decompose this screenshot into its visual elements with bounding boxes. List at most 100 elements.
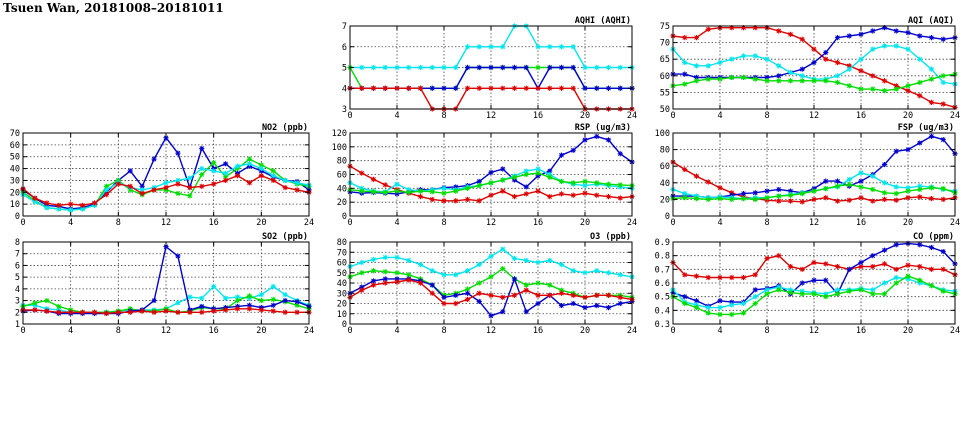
data-point-red	[44, 308, 50, 314]
data-point-green	[476, 182, 482, 189]
data-point-blue	[858, 259, 864, 266]
tick-label-y: 10	[337, 310, 347, 320]
data-point-red	[441, 198, 447, 204]
data-point-blue	[917, 33, 923, 39]
data-point-cyan	[68, 207, 74, 213]
data-point-green	[394, 270, 400, 276]
data-point-blue	[605, 305, 612, 311]
data-point-green	[523, 282, 529, 288]
data-point-cyan	[870, 46, 876, 52]
data-point-green	[940, 73, 946, 79]
data-point-cyan	[740, 300, 747, 307]
data-point-red	[294, 187, 300, 193]
data-point-red	[740, 274, 747, 281]
data-point-cyan	[764, 287, 770, 293]
data-point-cyan	[488, 44, 494, 50]
chart-title: SO2 (ppb)	[262, 232, 308, 242]
data-point-green	[417, 188, 424, 194]
data-point-cyan	[893, 184, 899, 190]
data-point-cyan	[582, 270, 588, 276]
data-point-green	[752, 300, 758, 307]
tick-label-y: 40	[337, 184, 347, 194]
data-point-cyan	[382, 64, 388, 71]
tick-label-x: 16	[533, 218, 543, 228]
series-line-green	[349, 66, 632, 90]
data-point-green	[406, 272, 412, 278]
data-point-red	[270, 308, 276, 314]
tick-label-y: 60	[10, 141, 20, 151]
data-point-red	[511, 194, 518, 200]
data-point-green	[500, 177, 506, 183]
data-point-red	[464, 296, 471, 302]
data-point-blue	[917, 242, 923, 248]
data-point-blue	[928, 244, 935, 251]
data-point-blue	[693, 74, 700, 81]
data-point-blue	[905, 147, 911, 153]
data-point-blue	[693, 298, 700, 304]
data-point-cyan	[776, 284, 782, 290]
data-point-blue	[511, 177, 518, 183]
data-point-cyan	[175, 300, 181, 306]
data-point-cyan	[893, 274, 899, 281]
tick-label-y: 20	[10, 188, 20, 198]
data-point-blue	[823, 277, 829, 283]
tick-label-x: 24	[627, 326, 637, 336]
data-point-green	[682, 195, 688, 201]
data-point-green	[834, 183, 841, 189]
data-point-blue	[476, 64, 482, 71]
tick-label-y: 5	[342, 64, 347, 74]
data-point-cyan	[246, 161, 253, 167]
data-point-blue	[858, 178, 864, 184]
data-point-red	[928, 195, 935, 202]
data-point-blue	[570, 147, 576, 153]
data-point-green	[464, 286, 471, 292]
data-point-red	[523, 287, 529, 293]
data-point-red	[359, 170, 365, 176]
data-point-green	[693, 305, 700, 311]
tick-label-x: 20	[903, 111, 913, 121]
data-point-green	[717, 311, 723, 318]
data-point-green	[811, 291, 817, 297]
data-point-cyan	[32, 199, 38, 205]
data-point-cyan	[893, 43, 899, 49]
tick-label-y: 40	[337, 279, 347, 289]
tick-label-y: 4	[342, 84, 347, 94]
data-point-green	[799, 291, 805, 297]
data-point-cyan	[729, 56, 735, 62]
data-point-red	[752, 272, 758, 278]
data-point-green	[246, 293, 253, 299]
data-point-cyan	[787, 69, 794, 76]
data-point-green	[693, 195, 700, 202]
data-point-blue	[370, 278, 377, 284]
data-point-red	[370, 176, 377, 182]
data-point-red	[370, 282, 377, 288]
data-point-blue	[151, 297, 157, 304]
tick-label-y: 10	[10, 200, 20, 210]
data-point-cyan	[429, 64, 435, 71]
tick-label-x: 0	[670, 111, 675, 121]
data-point-red	[222, 307, 229, 313]
tick-label-y: 3	[342, 105, 347, 115]
data-point-blue	[594, 133, 600, 140]
data-point-blue	[870, 253, 876, 259]
data-point-cyan	[917, 56, 923, 62]
data-point-green	[823, 294, 829, 300]
tick-label-y: 100	[332, 143, 347, 153]
data-point-red	[547, 194, 553, 200]
tick-label-x: 12	[486, 326, 496, 336]
data-point-green	[764, 195, 770, 201]
data-point-cyan	[846, 66, 852, 72]
data-point-red	[523, 191, 529, 197]
tick-label-x: 4	[717, 111, 722, 121]
tick-label-x: 16	[856, 218, 866, 228]
tick-label-y: 30	[337, 289, 347, 299]
data-point-red	[594, 192, 600, 198]
data-point-red	[246, 180, 253, 186]
data-point-blue	[605, 137, 612, 143]
data-point-red	[282, 309, 288, 315]
data-point-blue	[570, 64, 576, 71]
data-point-cyan	[605, 64, 612, 71]
data-point-red	[617, 195, 623, 201]
data-point-cyan	[464, 44, 471, 50]
